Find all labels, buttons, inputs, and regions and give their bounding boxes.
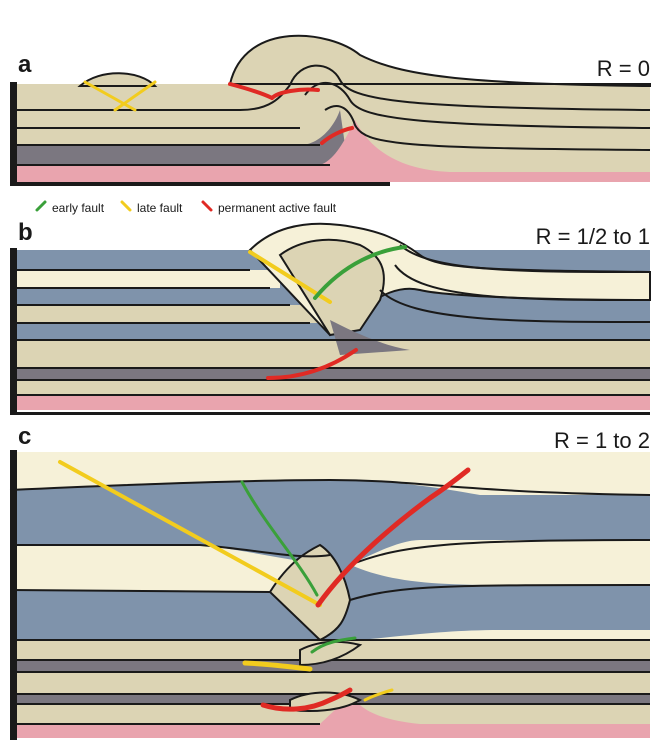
panel-c-layer-line-3: [349, 539, 651, 566]
panel-c-layer-line-2: [10, 544, 331, 558]
panel-c-layer-line-5: [349, 584, 651, 601]
panel-c-early-fault-lower: [310, 636, 357, 654]
panel-a-layer-line-1: [10, 84, 291, 111]
panel-a-small-bump: [77, 72, 158, 87]
panel-a: a R = 0: [10, 34, 651, 186]
legend-late-fault-swatch: [120, 200, 132, 212]
panel-a-fold-line-1: [289, 64, 651, 111]
panel-b-permanent-fault: [266, 348, 358, 380]
panel-a-fold-line-3: [324, 105, 651, 151]
panel-b-pink-basement: [10, 395, 650, 410]
panel-c-letter: c: [18, 423, 31, 450]
panel-b-right-line-2: [394, 264, 651, 301]
panel-b-letter: b: [18, 219, 33, 246]
panel-b-pale-band-left-1: [10, 270, 280, 288]
panel-a-fold-line-2: [304, 81, 651, 129]
panel-a-permanent-fault-3: [320, 126, 354, 145]
panel-a-letter: a: [18, 51, 32, 78]
panel-b-tan-band-left-1: [10, 305, 330, 323]
panel-b-tan-band-bottom: [10, 380, 650, 395]
panel-c: c R = 1 to 2: [9, 423, 651, 740]
panel-c-left-wall: [10, 450, 17, 740]
panel-a-base-line: [10, 182, 390, 186]
legend: early fault late fault permanent active …: [35, 200, 337, 215]
panel-c-layer-line-4: [9, 589, 271, 593]
panel-c-lower-lens-1: [299, 640, 363, 667]
legend-permanent-fault-swatch: [201, 200, 213, 212]
legend-late-fault-label: late fault: [137, 201, 183, 215]
panel-a-left-wall: [10, 82, 17, 184]
panel-c-late-fault-lower-left: [242, 660, 313, 672]
panel-c-layer-line-1: [9, 478, 651, 496]
panel-a-permanent-fault-2: [270, 87, 320, 100]
panel-b-right-line-3: [379, 289, 651, 323]
legend-early-fault-swatch: [35, 200, 47, 212]
panel-c-late-fault-long: [58, 460, 322, 607]
legend-permanent-fault-label: permanent active fault: [218, 201, 337, 215]
panel-c-permanent-fault-upper: [315, 467, 471, 608]
panel-b-ratio: R = 1/2 to 1: [536, 224, 650, 249]
panel-a-late-fault-2: [113, 80, 157, 112]
panel-b: b R = 1/2 to 1: [10, 219, 651, 415]
panel-c-late-fault-lower-right: [363, 688, 394, 702]
panel-b-gray-wedge: [330, 320, 410, 355]
panel-b-left-wall: [10, 248, 17, 415]
panel-b-early-fault: [313, 245, 407, 300]
panel-a-permanent-fault-1: [228, 82, 274, 100]
panel-c-tan-band-2: [10, 672, 650, 694]
panel-c-anticline-core: [268, 543, 352, 642]
panel-c-gray-band-1: [10, 660, 650, 672]
panel-a-ratio: R = 0: [597, 56, 650, 81]
panel-b-gray-band: [10, 368, 650, 380]
panel-c-upper-blue-band: [10, 480, 650, 565]
panel-b-right-line-1: [399, 244, 651, 273]
panel-c-permanent-fault-lower: [260, 687, 353, 712]
panel-a-late-fault-1: [83, 80, 137, 112]
panel-c-tan-band-3: [10, 704, 650, 724]
panel-b-base-line: [10, 412, 650, 415]
panel-c-early-fault-upper: [240, 480, 319, 597]
panel-c-pink-basement: [10, 695, 650, 738]
legend-early-fault-label: early fault: [52, 201, 105, 215]
panel-c-ratio: R = 1 to 2: [554, 428, 650, 453]
panel-a-pink-basement: [10, 120, 650, 182]
